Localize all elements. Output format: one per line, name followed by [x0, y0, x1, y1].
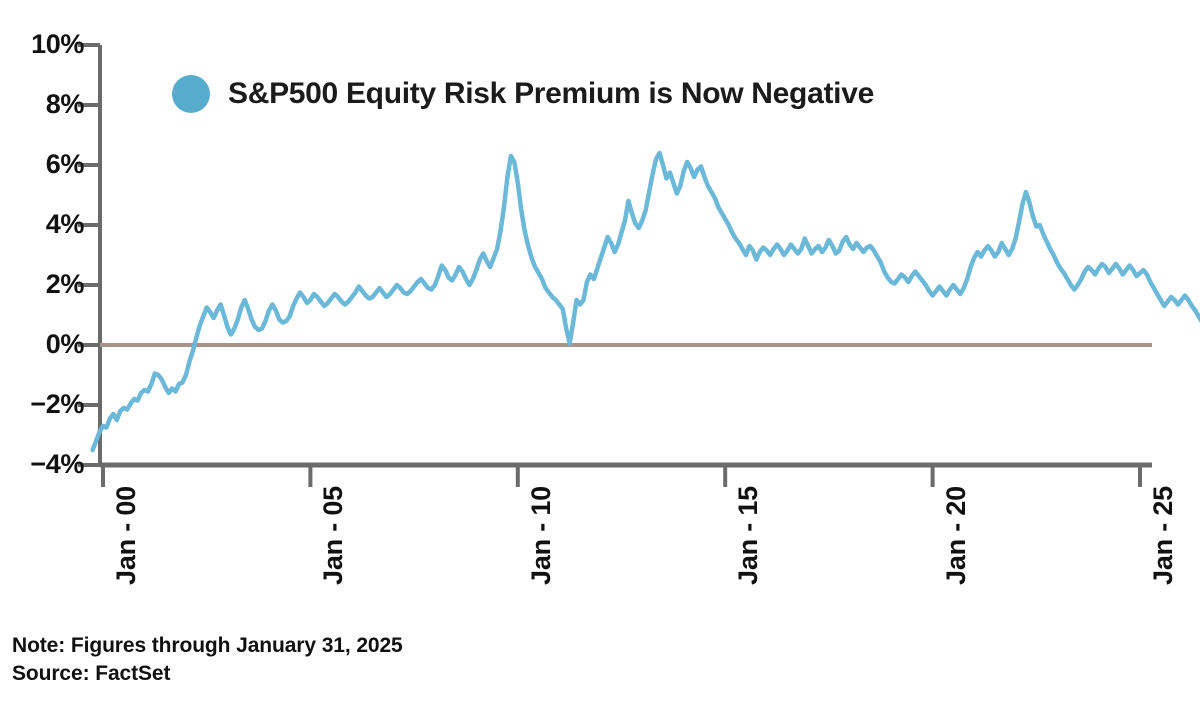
- footnote-note: Note: Figures through January 31, 2025: [12, 634, 403, 657]
- footnote-source: Source: FactSet: [12, 661, 171, 685]
- x-axis-tick-label: Jan - 15: [733, 486, 764, 585]
- y-axis-tick-label: 8%: [45, 89, 85, 119]
- series-dot-icon: [172, 75, 210, 113]
- y-axis-tick-label: 4%: [45, 209, 85, 239]
- x-axis-tick-label: Jan - 00: [111, 486, 141, 585]
- y-axis-tick-label: 2%: [45, 269, 85, 299]
- y-axis-tick-label: 10%: [31, 29, 84, 59]
- axes-group: [78, 43, 1152, 487]
- x-axis-tick-label: Jan - 20: [940, 486, 971, 585]
- x-axis-tick-label: Jan - 10: [525, 486, 556, 585]
- footnotes-block: Note: Figures through January 31, 2025 S…: [12, 632, 912, 687]
- chart-legend: S&P500 Equity Risk Premium is Now Negati…: [172, 75, 874, 113]
- y-axis-ticks: [78, 43, 100, 467]
- y-axis-tick-label: −4%: [30, 449, 84, 479]
- y-axis-tick-labels: 10% 8% 6% 4% 2% 0% −2% −4%: [0, 0, 84, 720]
- x-axis-tick-label: Jan - 25: [1148, 486, 1178, 585]
- x-axis-ticks: [101, 465, 1142, 487]
- x-axis-tick-label: Jan - 05: [318, 486, 349, 585]
- y-axis-tick-label: 0%: [45, 329, 85, 359]
- series-line-equity-risk-premium: [90, 150, 1200, 453]
- y-axis-tick-label: −2%: [30, 389, 84, 419]
- legend-label: S&P500 Equity Risk Premium is Now Negati…: [228, 77, 874, 110]
- y-axis-tick-label: 6%: [45, 149, 85, 179]
